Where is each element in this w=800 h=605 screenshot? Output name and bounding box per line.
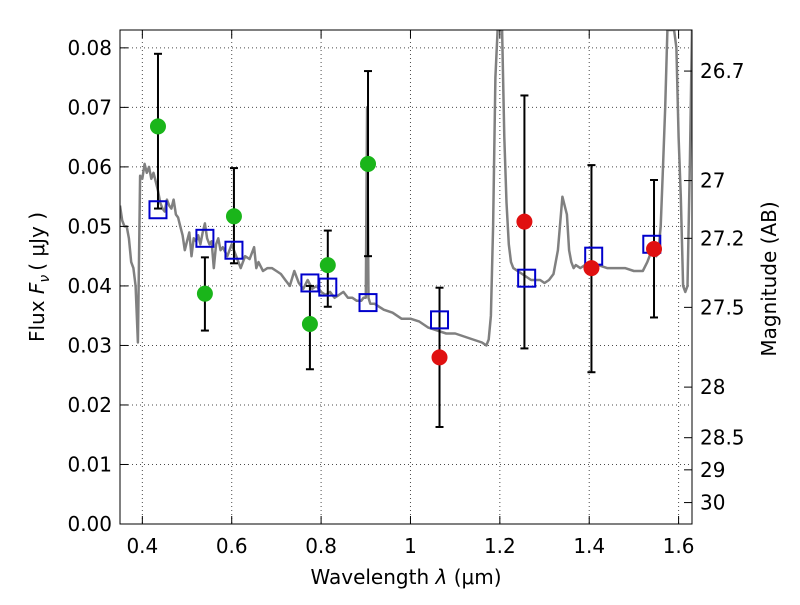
magnitude-tick-label: 28 — [700, 375, 725, 399]
magnitude-tick-label: 28.5 — [700, 426, 745, 450]
x-tick-label: 1.4 — [573, 534, 605, 558]
green-data-point — [225, 208, 242, 225]
magnitude-tick-label: 26.7 — [700, 59, 745, 83]
green-data-point — [360, 155, 377, 172]
y-tick-label: 0.00 — [67, 512, 112, 536]
y-tick-label: 0.01 — [67, 452, 112, 476]
magnitude-tick-label: 27.5 — [700, 295, 745, 319]
red-data-point — [646, 241, 663, 258]
magnitude-tick-label: 27.2 — [700, 226, 745, 250]
model-photometry-square — [358, 293, 378, 313]
axes-frame — [119, 29, 693, 525]
y-tick-label: 0.04 — [67, 274, 112, 298]
x-tick-label: 1 — [404, 534, 417, 558]
x-tick-label: 0.4 — [126, 534, 158, 558]
x-tick-label: 1.6 — [663, 534, 695, 558]
red-data-point — [431, 349, 448, 366]
model-photometry-square — [430, 310, 450, 330]
y-tick-label: 0.07 — [67, 95, 112, 119]
red-data-point — [516, 213, 533, 230]
green-data-point — [149, 118, 166, 135]
magnitude-axis-label: Magnitude (AB) — [757, 201, 781, 356]
magnitude-tick-label: 29 — [700, 458, 725, 482]
model-photometry-square — [195, 228, 215, 248]
y-tick-label: 0.02 — [67, 393, 112, 417]
y-tick-label: 0.03 — [67, 333, 112, 357]
magnitude-tick-label: 30 — [700, 491, 725, 515]
green-data-point — [319, 257, 336, 274]
y-tick-label: 0.05 — [67, 214, 112, 238]
y-axis-label: Flux Fν( μJy ) — [25, 212, 53, 342]
green-data-point — [301, 316, 318, 333]
model-photometry-square — [318, 277, 338, 297]
x-tick-label: 0.6 — [216, 534, 248, 558]
magnitude-axis-ticks: 26.7 27 27.2 27.5 28 28.5 29 30 — [684, 59, 745, 515]
model-photometry-square — [517, 268, 537, 288]
x-tick-label: 1.2 — [484, 534, 516, 558]
green-data-point — [196, 285, 213, 302]
magnitude-tick-label: 27 — [700, 169, 725, 193]
y-tick-label: 0.08 — [67, 36, 112, 60]
x-axis-ticks: 0.4 0.6 0.8 1 1.2 1.4 1.6 — [126, 30, 695, 558]
model-photometry-square — [224, 240, 244, 260]
x-tick-label: 0.8 — [305, 534, 337, 558]
y-tick-label: 0.06 — [67, 155, 112, 179]
red-data-point — [583, 260, 600, 277]
plot-area — [120, 30, 692, 428]
x-axis-label: Wavelength λ (μm) — [310, 565, 501, 589]
y-axis-ticks: 0.00 0.01 0.02 0.03 0.04 0.05 0.06 0.07 0.08 — [67, 36, 128, 536]
model-photometry-square — [148, 200, 168, 220]
